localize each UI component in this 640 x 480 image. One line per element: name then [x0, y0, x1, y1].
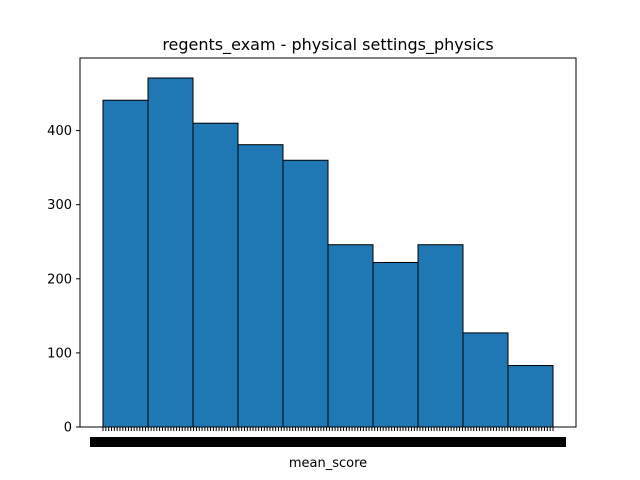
histogram-bar: [462, 332, 509, 428]
histogram-bar: [417, 244, 464, 428]
histogram-bar: [507, 365, 554, 428]
histogram-bar: [327, 244, 374, 428]
histogram-bar: [372, 262, 419, 428]
x-tick-labels-overlap: [90, 437, 566, 447]
x-axis-ticks: [90, 427, 566, 447]
x-axis-label: mean_score: [289, 456, 367, 471]
chart-title: regents_exam - physical settings_physics: [162, 35, 493, 55]
y-tick-label: 0: [64, 421, 72, 436]
y-tick-label: 100: [47, 346, 72, 361]
histogram-bars: [102, 77, 554, 428]
histogram-bar: [102, 99, 149, 428]
y-axis-ticks: 0 100 200 300 400: [47, 124, 80, 436]
y-tick-label: 300: [47, 198, 72, 213]
y-tick-label: 400: [47, 124, 72, 139]
y-tick-label: 200: [47, 272, 72, 287]
histogram-bar: [282, 159, 329, 428]
histogram-bar: [147, 77, 194, 428]
histogram-bar: [237, 144, 284, 428]
histogram-bar: [192, 122, 239, 428]
plot-frame: [79, 57, 577, 428]
